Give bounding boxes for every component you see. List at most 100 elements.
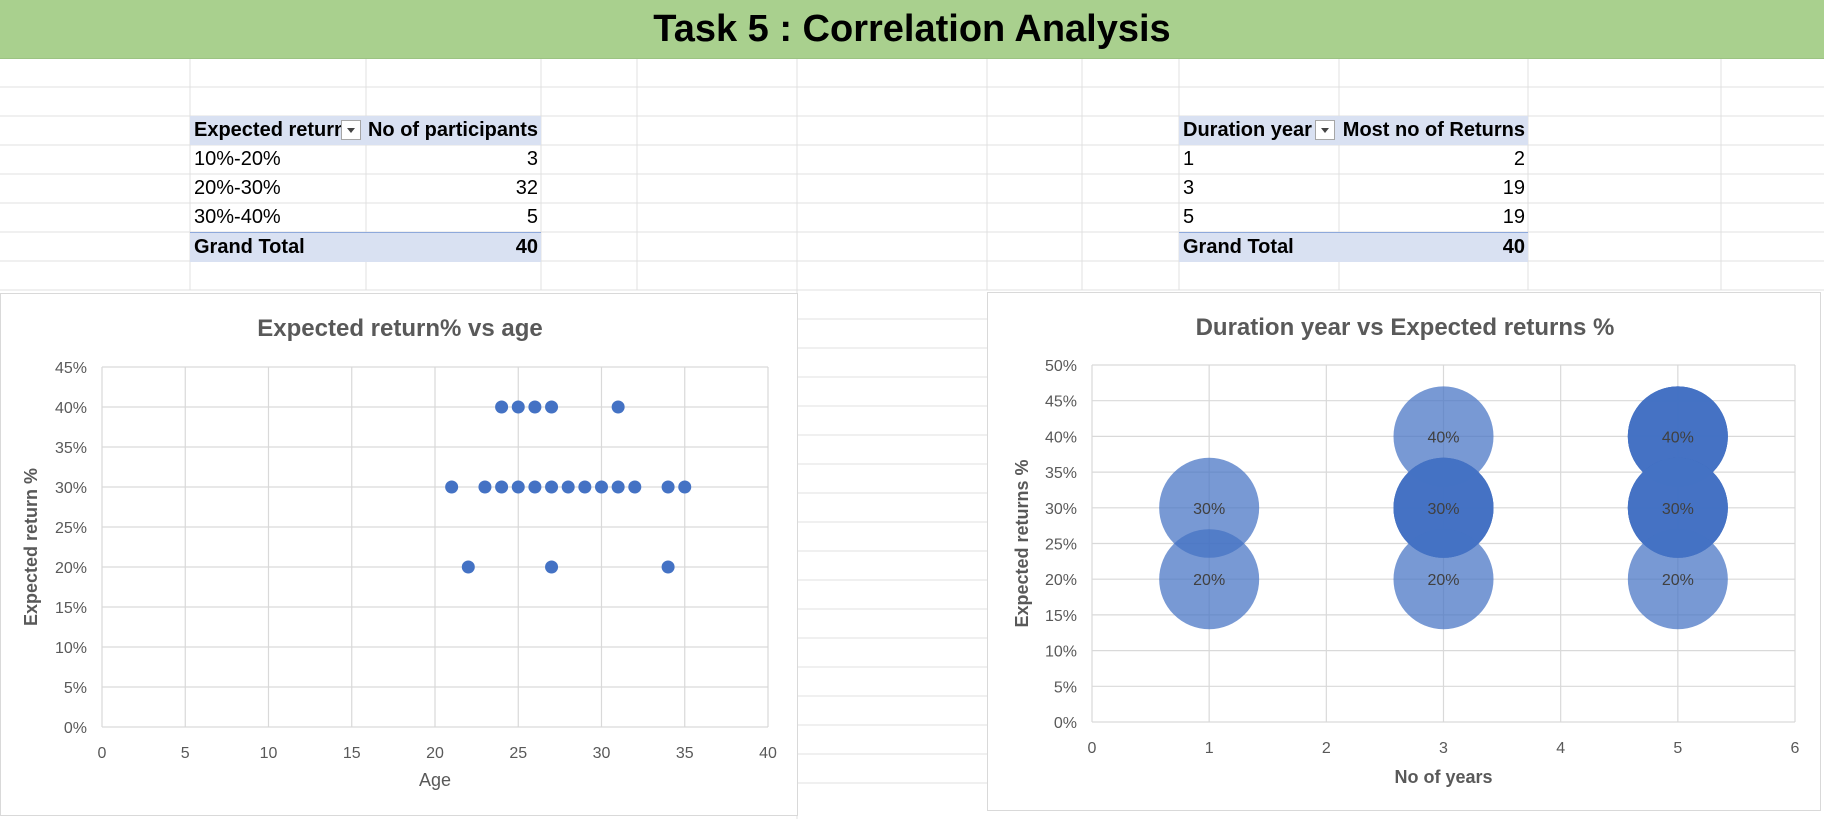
scatter-point xyxy=(595,480,608,494)
y-axis-label: Expected return % xyxy=(21,468,41,626)
y-tick-label: 5% xyxy=(64,680,87,697)
x-axis-label: No of years xyxy=(1394,767,1492,787)
row-label: 10%-20% xyxy=(194,148,281,170)
x-tick-label: 4 xyxy=(1556,740,1565,757)
scatter-chart-svg: Expected return% vs age 0% 5% 10% 15% 20% 25% 3… xyxy=(21,315,777,790)
bubble-point xyxy=(1627,457,1728,558)
pivot-header-participants: No of participants xyxy=(367,119,538,141)
scatter-chart[interactable]: Expected return% vs age 0% 5% 10% 15% 20% 25% 3… xyxy=(0,293,798,816)
y-tick-label: 10% xyxy=(1045,644,1077,661)
scatter-point xyxy=(545,400,559,414)
bubble-data-label: 20% xyxy=(1193,572,1225,589)
scatter-point xyxy=(611,400,625,414)
x-tick-label: 1 xyxy=(1205,740,1214,757)
x-tick-label: 40 xyxy=(759,745,777,762)
pivot-table-expected-return: Expected return No of participants 10%-2… xyxy=(190,116,541,262)
y-tick-label: 5% xyxy=(1054,679,1077,696)
chart-title: Expected return% vs age xyxy=(257,315,542,342)
bubble-point xyxy=(1627,386,1728,487)
pivot-header-row: Duration year Most no of Returns xyxy=(1179,116,1528,145)
bubble-point xyxy=(1393,386,1494,487)
row-value: 3 xyxy=(526,148,538,170)
scatter-point xyxy=(545,480,559,494)
x-tick-label: 10 xyxy=(260,745,278,762)
pivot-table-duration-year: Duration year Most no of Returns 1 2 3 1… xyxy=(1179,116,1528,262)
x-tick-label: 0 xyxy=(98,745,107,762)
row-value: 32 xyxy=(515,177,538,199)
scatter-point xyxy=(545,560,559,574)
pivot-header-expected-return: Expected return xyxy=(194,119,347,141)
x-axis-label: Age xyxy=(419,770,451,790)
scatter-point xyxy=(461,560,475,574)
row-label: 1 xyxy=(1183,148,1195,170)
bubble-point xyxy=(1393,457,1494,558)
table-row: 1 2 xyxy=(1179,145,1528,174)
scatter-point xyxy=(528,480,542,494)
table-row: 20%-30% 32 xyxy=(190,174,541,203)
y-tick-label: 0% xyxy=(1054,715,1077,732)
x-tick-label: 0 xyxy=(1088,740,1097,757)
bubble-chart[interactable]: Duration year vs Expected returns % 0% 5% 1… xyxy=(987,292,1821,811)
scatter-point xyxy=(511,400,525,414)
x-tick-label: 5 xyxy=(1673,740,1682,757)
scatter-point xyxy=(661,560,675,574)
grand-total-value: 40 xyxy=(515,236,538,258)
scatter-point xyxy=(528,400,542,414)
x-tick-label: 20 xyxy=(426,745,444,762)
pivot-header-row: Expected return No of participants xyxy=(190,116,541,145)
y-tick-label: 45% xyxy=(55,360,87,377)
y-tick-label: 10% xyxy=(55,640,87,657)
grand-total-row: Grand Total 40 xyxy=(1179,232,1528,262)
scatter-point xyxy=(628,480,642,494)
bubble-point xyxy=(1393,529,1494,630)
x-tick-label: 30 xyxy=(593,745,611,762)
pivot-header-duration-year: Duration year xyxy=(1183,119,1312,141)
grand-total-label: Grand Total xyxy=(1183,236,1294,258)
bubble-chart-svg: Duration year vs Expected returns % 0% 5% 1… xyxy=(1012,314,1800,787)
scatter-point xyxy=(511,480,525,494)
y-tick-label: 15% xyxy=(1045,608,1077,625)
x-tick-label: 35 xyxy=(676,745,694,762)
pivot-header-most-returns: Most no of Returns xyxy=(1342,119,1525,141)
scatter-point xyxy=(611,480,625,494)
y-tick-label: 0% xyxy=(64,720,87,737)
scatter-point xyxy=(445,480,459,494)
y-axis-label: Expected returns % xyxy=(1012,459,1032,627)
x-tick-label: 2 xyxy=(1322,740,1331,757)
y-tick-label: 50% xyxy=(1045,358,1077,375)
scatter-point xyxy=(495,400,509,414)
grand-total-row: Grand Total 40 xyxy=(190,232,541,262)
scatter-point xyxy=(678,480,692,494)
y-tick-label: 20% xyxy=(55,560,87,577)
y-tick-label: 30% xyxy=(1045,501,1077,518)
table-row: 3 19 xyxy=(1179,174,1528,203)
scatter-point xyxy=(561,480,575,494)
row-label: 3 xyxy=(1183,177,1195,199)
table-row: 10%-20% 3 xyxy=(190,145,541,174)
x-tick-label: 25 xyxy=(509,745,527,762)
x-tick-label: 3 xyxy=(1439,740,1448,757)
grand-total-value: 40 xyxy=(1502,236,1525,258)
row-label: 5 xyxy=(1183,206,1195,228)
scatter-point xyxy=(661,480,675,494)
bubble-data-label: 30% xyxy=(1427,501,1459,518)
table-row: 30%-40% 5 xyxy=(190,203,541,232)
row-value: 19 xyxy=(1502,177,1525,199)
chart-title: Duration year vs Expected returns % xyxy=(1196,314,1615,341)
bubble-data-label: 30% xyxy=(1662,501,1694,518)
page-title: Task 5 : Correlation Analysis xyxy=(0,0,1824,59)
scatter-point xyxy=(495,480,509,494)
row-label: 30%-40% xyxy=(194,206,281,228)
y-tick-label: 35% xyxy=(1045,465,1077,482)
filter-dropdown-icon[interactable] xyxy=(341,120,361,140)
filter-dropdown-icon[interactable] xyxy=(1315,120,1335,140)
row-value: 5 xyxy=(526,206,538,228)
x-tick-label: 6 xyxy=(1791,740,1800,757)
y-tick-label: 35% xyxy=(55,440,87,457)
bubble-data-label: 40% xyxy=(1427,429,1459,446)
table-row: 5 19 xyxy=(1179,203,1528,232)
y-tick-label: 20% xyxy=(1045,572,1077,589)
y-tick-label: 25% xyxy=(1045,537,1077,554)
scatter-point xyxy=(478,480,492,494)
row-value: 19 xyxy=(1502,206,1525,228)
